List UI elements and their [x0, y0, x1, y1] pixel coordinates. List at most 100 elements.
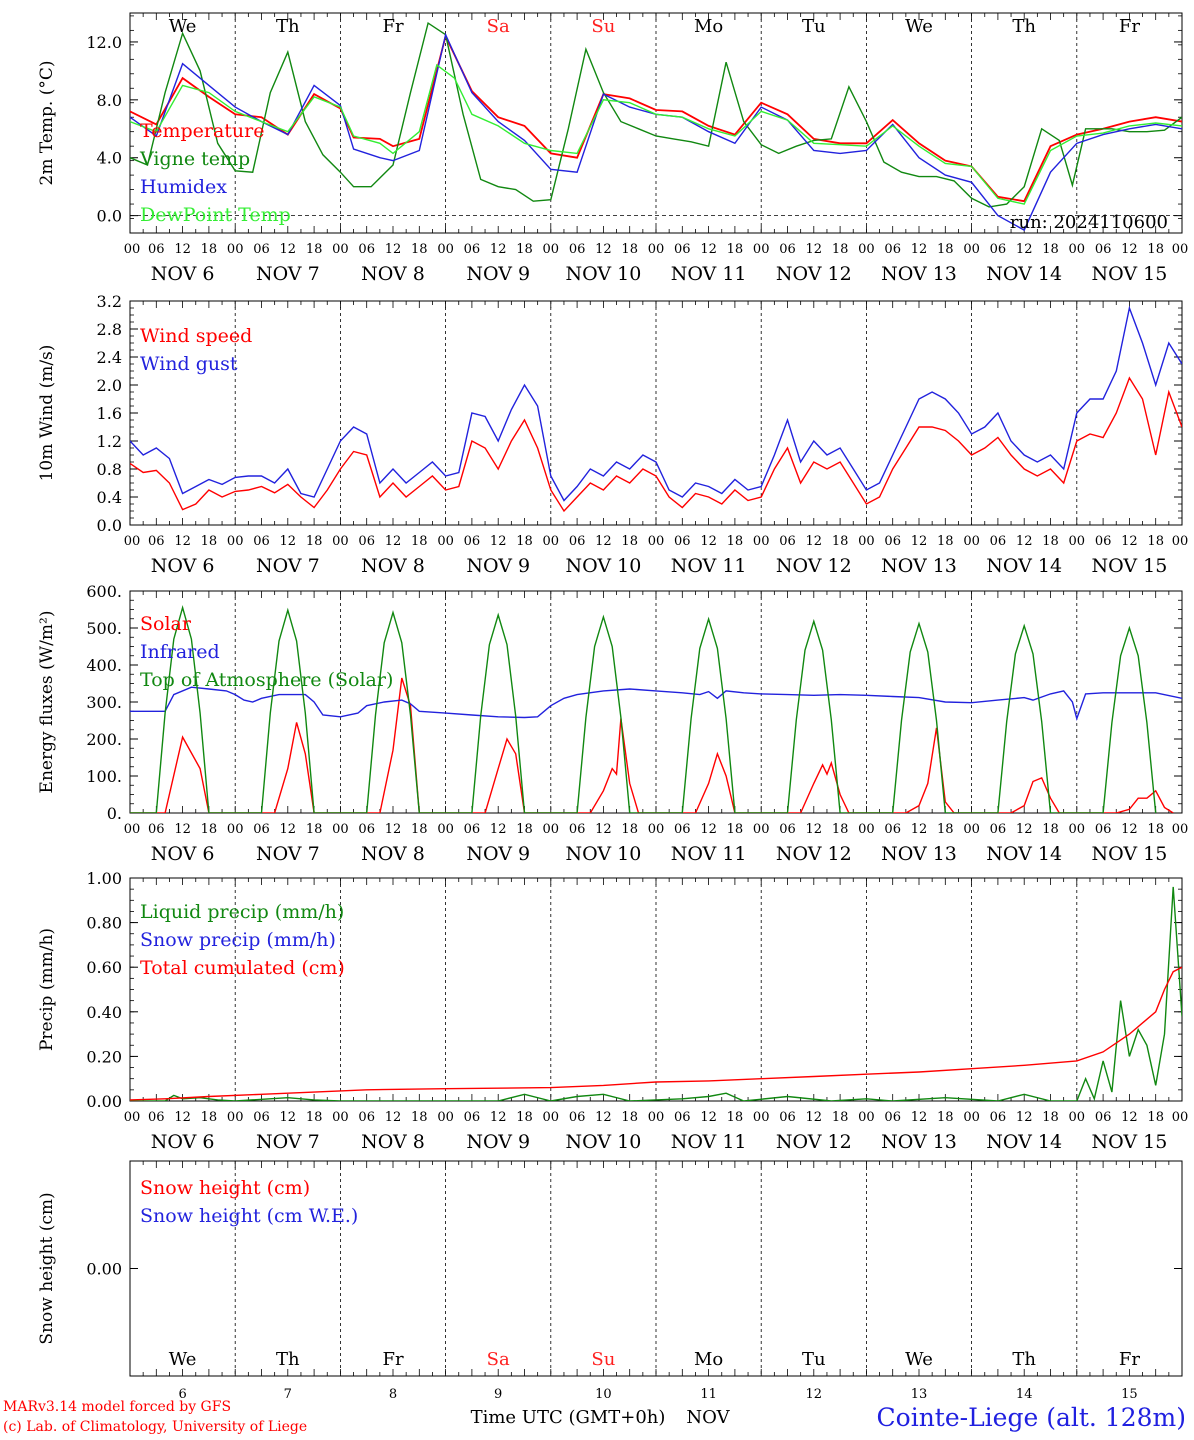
hour-tick-label: 00 — [227, 242, 244, 257]
y-axis-label: Precip (mm/h) — [37, 928, 57, 1051]
hour-tick-label: 06 — [1095, 534, 1112, 549]
hour-tick-label: 18 — [832, 1110, 849, 1125]
y-tick-label: 8.0 — [97, 91, 122, 110]
hour-tick-label: 06 — [253, 242, 270, 257]
y-tick-label: 300. — [86, 693, 122, 712]
y-tick-label: 2.4 — [97, 348, 122, 367]
hour-tick-label: 18 — [937, 242, 954, 257]
y-tick-label: 0.60 — [86, 958, 122, 977]
day-number-label: 9 — [494, 1387, 502, 1402]
legend-entry: Top of Atmosphere (Solar) — [140, 669, 393, 691]
day-label: NOV 8 — [361, 1131, 425, 1153]
legend-entry: Snow height (cm) — [140, 1177, 310, 1199]
day-label: NOV 8 — [361, 843, 425, 865]
day-label: NOV 11 — [671, 263, 747, 285]
y-axis-label: Snow height (cm) — [37, 1192, 57, 1344]
hour-tick-label: 12 — [490, 242, 507, 257]
y-tick-label: 0.0 — [97, 516, 122, 535]
hour-tick-label: 06 — [569, 242, 586, 257]
hour-tick-label: 18 — [201, 242, 218, 257]
y-tick-label: 0. — [107, 804, 122, 823]
hour-tick-label: 12 — [1121, 1110, 1138, 1125]
y-tick-label: 2.8 — [97, 320, 122, 339]
hour-tick-label: 00 — [543, 1110, 560, 1125]
weekday-label: Th — [1012, 1349, 1036, 1370]
hour-tick-label: 06 — [148, 822, 165, 837]
day-number-label: 10 — [595, 1387, 612, 1402]
hour-tick-label: 12 — [1121, 242, 1138, 257]
hour-tick-label: 18 — [201, 1110, 218, 1125]
series-line-wind-speed — [130, 376, 1182, 513]
hour-tick-label: 18 — [1042, 822, 1059, 837]
hour-tick-label: 06 — [674, 822, 691, 837]
hour-tick-label: 06 — [674, 242, 691, 257]
hour-tick-label: 18 — [516, 1110, 533, 1125]
hour-tick-label: 00 — [648, 822, 665, 837]
hour-tick-label: 12 — [700, 242, 717, 257]
hour-tick-label: 06 — [884, 822, 901, 837]
weekday-label: Su — [591, 1349, 615, 1370]
weekday-label: We — [905, 1349, 933, 1370]
hour-tick-label: 12 — [595, 822, 612, 837]
day-label: NOV 13 — [881, 1131, 957, 1153]
hour-tick-label: 00 — [963, 1110, 980, 1125]
hour-tick-label: 12 — [174, 242, 191, 257]
hour-tick-label: 00 — [543, 534, 560, 549]
hour-tick-label: 18 — [411, 242, 428, 257]
day-number-label: 7 — [284, 1387, 292, 1402]
hour-tick-label: 18 — [937, 534, 954, 549]
hour-tick-label: 12 — [595, 242, 612, 257]
series-line-total-cumulated-cm- — [130, 966, 1182, 1101]
hour-tick-label: 12 — [490, 534, 507, 549]
hour-tick-label: 06 — [990, 534, 1007, 549]
y-tick-label: 0.4 — [97, 488, 122, 507]
y-tick-label: 0.20 — [86, 1047, 122, 1066]
day-label: NOV 7 — [256, 263, 320, 285]
hour-tick-label: 12 — [1016, 242, 1033, 257]
hour-tick-label: 06 — [358, 822, 375, 837]
hour-tick-label: 12 — [490, 1110, 507, 1125]
hour-tick-label: 06 — [779, 534, 796, 549]
hour-tick-label: 12 — [1016, 534, 1033, 549]
panel-precip: 0.00 0.20 0.40 0.60 0.80 1.00 Precip (mm/h) Liq… — [37, 869, 1188, 1153]
hour-tick-label: 18 — [937, 822, 954, 837]
hour-tick-label: 00 — [124, 534, 141, 549]
day-label: NOV 7 — [256, 1131, 320, 1153]
hour-tick-label: 00 — [437, 1110, 454, 1125]
day-number-label: 12 — [806, 1387, 823, 1402]
day-label: NOV 13 — [881, 843, 957, 865]
hour-tick-label: 18 — [621, 242, 638, 257]
plot-frame — [129, 300, 1183, 526]
series-line-wind-gust — [130, 305, 1182, 502]
hour-tick-label: 18 — [201, 534, 218, 549]
day-label: NOV 14 — [986, 843, 1062, 865]
hour-tick-label: 06 — [1095, 1110, 1112, 1125]
hour-tick-label: 00 — [753, 1110, 770, 1125]
day-label: NOV 6 — [151, 263, 215, 285]
day-label: NOV 7 — [256, 555, 320, 577]
hour-tick-label: 00 — [753, 822, 770, 837]
hour-tick-label: 12 — [1121, 534, 1138, 549]
weekday-label: We — [905, 16, 933, 37]
hour-tick-label: 06 — [1095, 822, 1112, 837]
hour-tick-label: 00 — [963, 822, 980, 837]
y-tick-label: 0.00 — [86, 1260, 122, 1279]
hour-tick-label: 00 — [648, 534, 665, 549]
hour-tick-label: 12 — [700, 1110, 717, 1125]
series-line-solar — [130, 677, 1174, 813]
hour-tick-label: 06 — [779, 1110, 796, 1125]
hour-tick-label: 18 — [306, 242, 323, 257]
day-label: NOV 9 — [466, 263, 530, 285]
hour-tick-label: 06 — [464, 1110, 481, 1125]
day-label: NOV 12 — [776, 555, 852, 577]
y-tick-label: 0.80 — [86, 914, 122, 933]
hour-tick-label: 00 — [858, 822, 875, 837]
hour-tick-label: 18 — [832, 242, 849, 257]
weekday-label: Fr — [382, 16, 403, 37]
hour-tick-label: 18 — [727, 242, 744, 257]
hour-tick-label: 12 — [806, 1110, 823, 1125]
hour-tick-label: 18 — [1042, 1110, 1059, 1125]
weekday-label: Th — [1012, 16, 1036, 37]
hour-tick-label: 18 — [621, 1110, 638, 1125]
weekday-label: Fr — [1119, 16, 1140, 37]
